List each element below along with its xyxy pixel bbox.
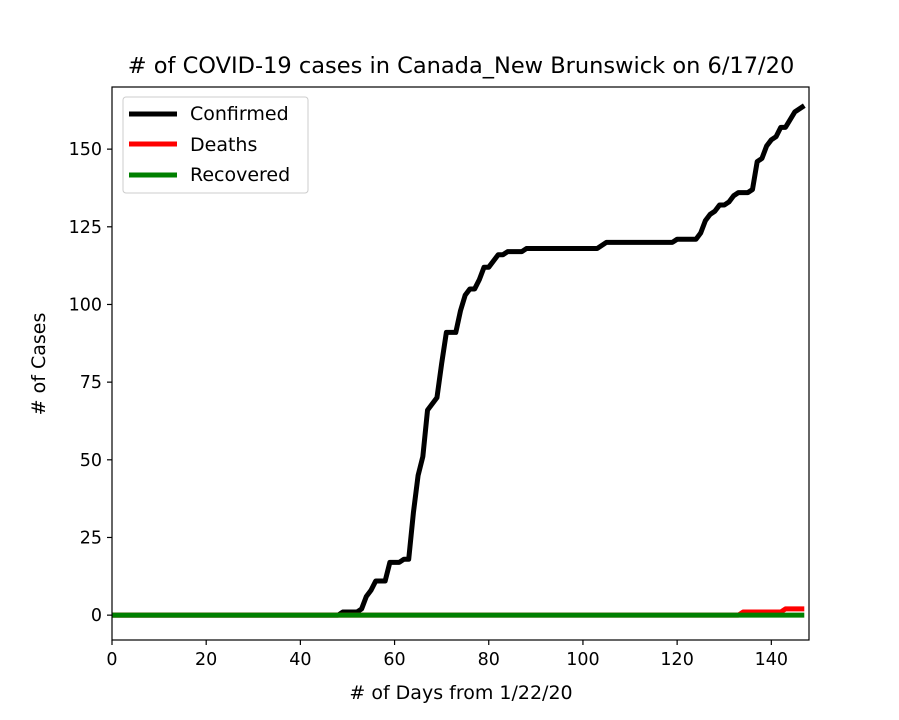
legend-label-confirmed: Confirmed xyxy=(190,103,289,125)
plot-frame xyxy=(111,86,810,641)
legend-label-recovered: Recovered xyxy=(190,164,290,186)
x-axis: 0 20 40 60 80 100 120 140 xyxy=(106,640,788,670)
legend-label-deaths: Deaths xyxy=(190,134,257,156)
legend-box xyxy=(122,96,309,194)
x-tick-label: 100 xyxy=(566,650,599,670)
x-tick-label: 0 xyxy=(106,650,117,670)
y-axis-label: # of Cases xyxy=(28,313,50,416)
x-tick-label: 80 xyxy=(478,650,500,670)
series-layer xyxy=(112,103,806,618)
chart-title: # of COVID-19 cases in Canada_New Brunsw… xyxy=(128,53,795,79)
series-line-confirmed xyxy=(112,103,806,618)
y-tick-label: 50 xyxy=(80,451,102,471)
y-axis: 0 25 50 75 100 125 150 xyxy=(69,140,112,626)
x-axis-label: # of Days from 1/22/20 xyxy=(349,682,572,704)
y-tick-label: 25 xyxy=(80,528,102,548)
y-tick-label: 125 xyxy=(69,218,102,238)
x-tick-label: 20 xyxy=(195,650,217,670)
y-tick-label: 0 xyxy=(91,606,102,626)
x-tick-label: 60 xyxy=(383,650,405,670)
y-tick-label: 150 xyxy=(69,140,102,160)
x-tick-label: 40 xyxy=(289,650,311,670)
x-tick-label: 120 xyxy=(660,650,693,670)
y-tick-label: 100 xyxy=(69,295,102,315)
legend: Confirmed Deaths Recovered xyxy=(122,96,309,194)
y-tick-label: 75 xyxy=(80,373,102,393)
x-tick-label: 140 xyxy=(755,650,788,670)
